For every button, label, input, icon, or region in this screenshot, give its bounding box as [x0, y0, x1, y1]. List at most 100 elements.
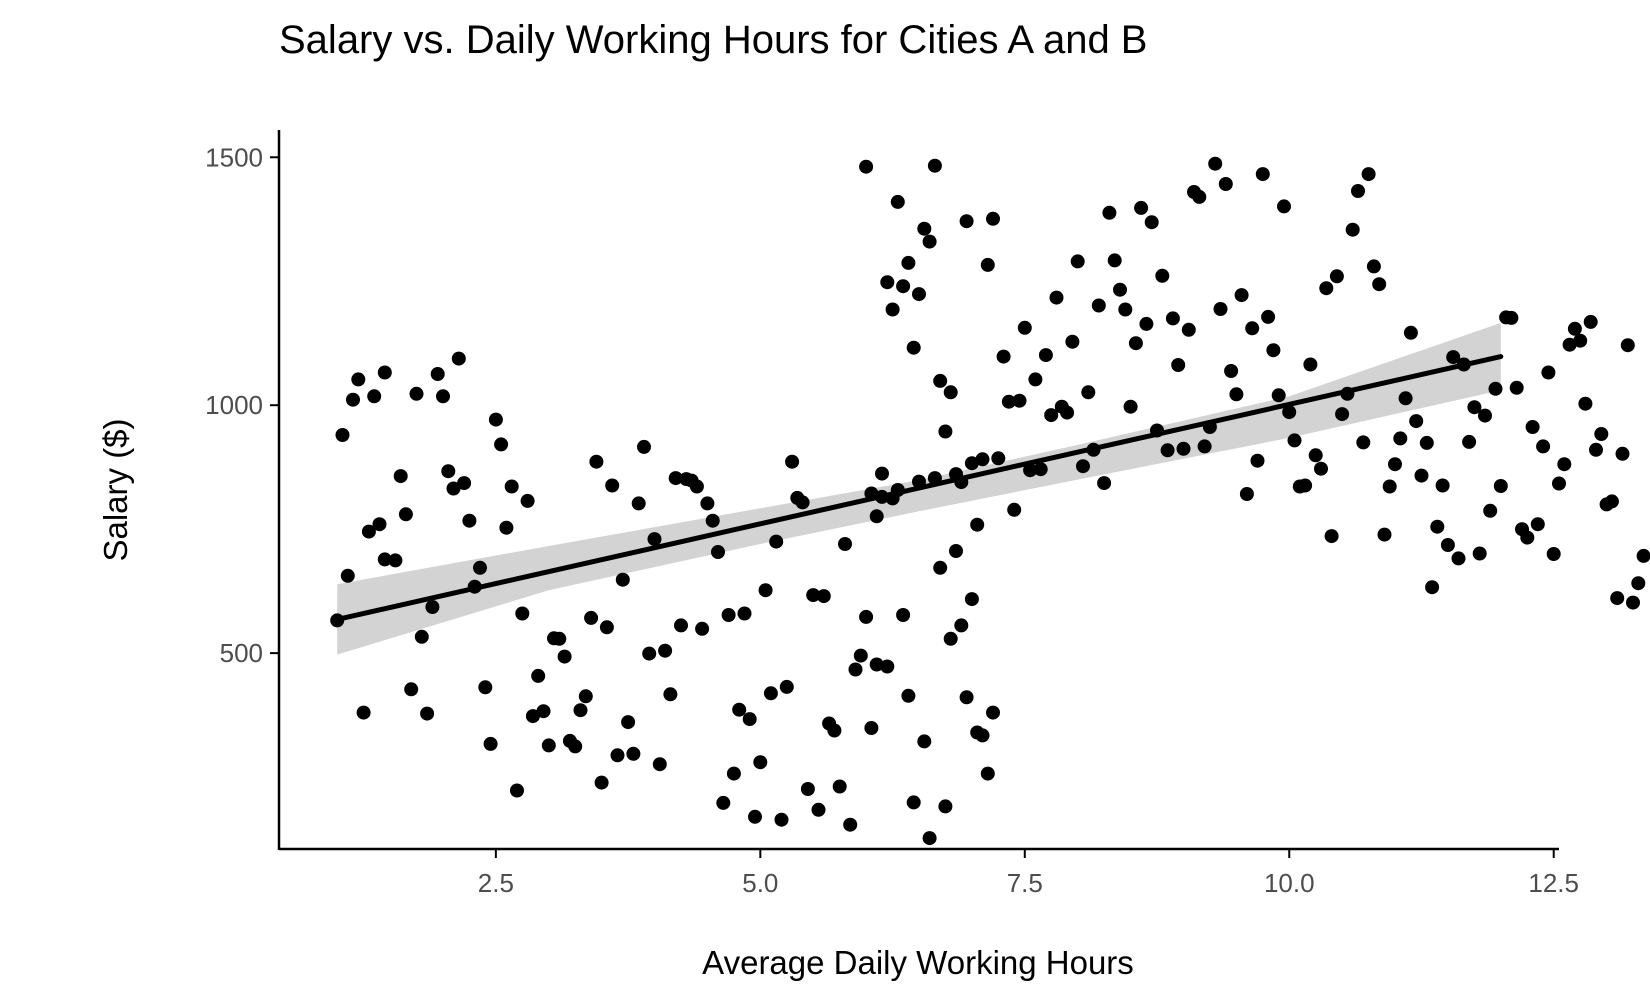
data-point — [605, 478, 620, 493]
data-point — [1308, 448, 1323, 463]
x-axis-ticks: 2.5 5.0 7.5 10.0 12.5 — [478, 849, 1579, 898]
data-point — [541, 738, 556, 753]
data-point — [398, 507, 413, 522]
data-point — [584, 610, 599, 625]
data-point — [1493, 479, 1508, 493]
data-point — [1398, 391, 1413, 406]
data-point — [1509, 380, 1524, 395]
data-point — [816, 589, 831, 604]
data-point — [377, 552, 392, 567]
y-axis-ticks: 500 1000 1500 — [205, 142, 279, 668]
data-point — [404, 682, 419, 697]
data-point — [742, 712, 757, 727]
data-point — [1181, 322, 1196, 337]
data-point — [938, 799, 953, 814]
data-point — [637, 439, 651, 454]
data-point — [1562, 337, 1577, 352]
data-point — [573, 703, 588, 718]
y-axis-title: Salary ($) — [97, 418, 134, 561]
data-point — [425, 600, 440, 614]
data-point — [531, 668, 546, 683]
data-point — [1430, 519, 1445, 534]
data-point — [499, 520, 514, 535]
x-tick-label: 2.5 — [478, 868, 514, 898]
data-point — [1314, 461, 1328, 476]
data-point — [1261, 309, 1276, 324]
x-tick-label: 10.0 — [1264, 868, 1315, 898]
data-point — [652, 757, 667, 772]
data-point — [859, 609, 874, 624]
data-point — [1012, 393, 1027, 408]
data-point — [901, 688, 916, 703]
data-point — [1282, 405, 1297, 420]
data-point — [589, 454, 604, 469]
data-point — [1160, 443, 1175, 458]
y-tick-label: 1000 — [205, 390, 263, 420]
data-point — [763, 686, 778, 701]
data-point — [880, 659, 895, 674]
data-point — [1504, 310, 1519, 325]
data-point — [1208, 156, 1223, 171]
data-point — [1192, 189, 1207, 204]
data-point — [1091, 298, 1106, 313]
data-point — [626, 746, 641, 761]
data-point — [832, 779, 847, 794]
data-point — [1620, 338, 1635, 353]
data-point — [1604, 494, 1619, 509]
data-point — [557, 649, 572, 664]
data-point — [393, 469, 408, 484]
data-point — [478, 680, 493, 695]
trend-line-layer — [334, 354, 1504, 622]
data-point — [642, 646, 657, 661]
data-point — [599, 620, 614, 635]
data-point — [1134, 200, 1149, 215]
data-point — [732, 702, 747, 717]
data-point — [1102, 205, 1117, 220]
x-axis-title: Average Daily Working Hours — [702, 944, 1134, 981]
data-point — [943, 385, 958, 400]
data-point — [700, 496, 715, 511]
data-point — [1536, 439, 1551, 454]
data-point — [1229, 387, 1244, 402]
data-point — [1239, 487, 1254, 501]
x-tick-label: 5.0 — [742, 868, 778, 898]
data-point — [896, 279, 911, 294]
data-point — [1546, 547, 1561, 561]
data-point — [975, 452, 990, 467]
data-point — [896, 608, 911, 622]
data-point — [1636, 548, 1650, 563]
data-point — [1467, 400, 1482, 415]
data-point — [1335, 407, 1350, 422]
data-point — [1589, 442, 1603, 457]
data-point — [848, 662, 863, 677]
data-point — [1610, 591, 1625, 606]
data-point — [901, 255, 916, 270]
data-point — [927, 158, 942, 173]
data-point — [906, 795, 921, 810]
data-point — [1266, 343, 1281, 358]
data-point — [1165, 311, 1180, 326]
data-point — [346, 392, 360, 407]
data-point — [1234, 288, 1249, 303]
data-point — [774, 812, 789, 827]
data-point — [441, 464, 456, 479]
data-point — [1287, 433, 1302, 448]
data-point — [806, 588, 821, 603]
data-point — [436, 389, 450, 404]
data-point — [737, 606, 752, 621]
data-point — [1631, 576, 1646, 591]
data-point — [377, 365, 392, 380]
data-point — [906, 340, 921, 355]
data-point — [1060, 405, 1075, 420]
data-point — [1171, 358, 1186, 372]
data-point — [1472, 546, 1487, 561]
data-point — [980, 257, 995, 272]
data-point — [933, 560, 948, 575]
data-point — [621, 715, 636, 730]
data-point — [510, 783, 524, 798]
data-point — [758, 583, 773, 598]
data-point — [980, 766, 995, 781]
data-point — [1351, 184, 1365, 198]
data-point — [1017, 320, 1032, 335]
data-point — [1567, 321, 1582, 336]
